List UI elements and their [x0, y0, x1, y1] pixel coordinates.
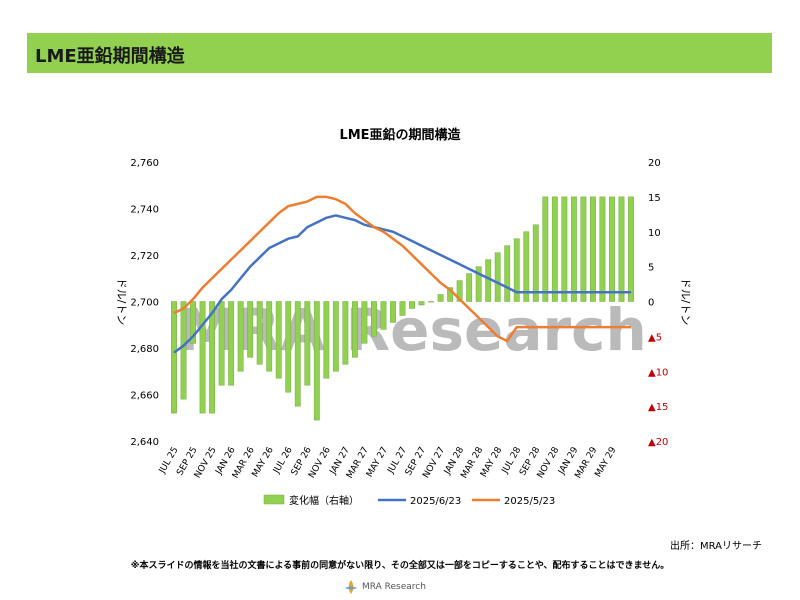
bar: [237, 301, 244, 372]
footer-logo: MRA Research: [343, 578, 426, 596]
chart-title: LME亜鉛の期間構造: [339, 127, 461, 143]
bar: [190, 301, 196, 344]
bar: [285, 301, 292, 393]
bar: [437, 294, 444, 302]
legend-swatch-change: [263, 494, 285, 505]
bar: [542, 196, 549, 302]
bar: [589, 196, 596, 302]
bar: [228, 301, 235, 386]
bar: [256, 301, 263, 365]
bar: [561, 196, 568, 302]
bar: [513, 238, 520, 302]
bar: [247, 301, 254, 358]
bar: [380, 301, 387, 330]
right-tick-label: ▲20: [648, 437, 668, 448]
bar: [323, 301, 330, 379]
right-tick-label: ▲5: [648, 332, 662, 343]
right-tick-label: ▲10: [648, 367, 668, 378]
right-axis-title: ドル/トン: [679, 278, 692, 326]
bar: [532, 224, 539, 302]
bar: [171, 301, 177, 414]
bar: [618, 196, 625, 302]
bar: [361, 301, 368, 344]
left-tick-label: 2,680: [130, 344, 159, 355]
bar: [209, 301, 216, 414]
bar: [418, 301, 425, 306]
term-structure-chart: LME亜鉛の期間構造 MRA Research 2,6402,6602,6802…: [115, 127, 692, 507]
left-tick-label: 2,700: [130, 298, 159, 309]
bar: [399, 301, 406, 316]
bar: [599, 196, 606, 302]
right-tick-label: 15: [648, 193, 661, 204]
bar: [371, 301, 377, 337]
bar: [409, 301, 415, 309]
right-tick-label: 0: [648, 298, 654, 309]
right-tick-label: 20: [648, 158, 661, 169]
bar: [447, 287, 454, 302]
left-tick-label: 2,720: [130, 251, 159, 262]
bar: [523, 231, 530, 302]
bar: [494, 252, 501, 302]
bar: [485, 259, 492, 302]
legend-label-may23: 2025/5/23: [504, 496, 555, 507]
bar: [504, 245, 511, 302]
legend-label-jun23: 2025/6/23: [410, 496, 461, 507]
left-axis-title: ドル/トン: [115, 278, 128, 326]
bar: [332, 301, 339, 372]
bar: [570, 196, 577, 302]
left-tick-label: 2,760: [130, 158, 159, 169]
bar: [180, 301, 187, 400]
right-tick-label: 10: [648, 228, 661, 239]
legend-label-change: 変化幅（右軸）: [289, 494, 359, 507]
source-note: 出所：MRAリサーチ: [669, 541, 762, 552]
series-line-jun23: [173, 214, 631, 354]
bar: [342, 301, 349, 365]
bar: [551, 196, 558, 302]
bar: [628, 196, 634, 302]
disclaimer: ※本スライドの情報を当社の文書による事前の同意がない限り、その全部又は一部をコピ…: [130, 561, 670, 571]
series-line-may23: [173, 195, 631, 343]
bar: [304, 301, 311, 386]
right-tick-label: ▲15: [648, 402, 668, 413]
bar: [199, 301, 206, 414]
bar: [351, 301, 358, 358]
left-tick-label: 2,640: [130, 437, 159, 448]
footer-logo-text: MRA Research: [362, 582, 426, 592]
header-bar: LME亜鉛期間構造: [27, 33, 772, 73]
bar: [313, 301, 320, 421]
bar: [294, 301, 301, 407]
bar: [580, 196, 587, 302]
left-tick-label: 2,660: [130, 391, 159, 402]
right-tick-label: 5: [648, 263, 654, 274]
bar: [266, 301, 273, 372]
left-tick-label: 2,740: [130, 205, 159, 216]
bar: [466, 273, 473, 302]
bar: [609, 196, 615, 302]
bar: [456, 280, 463, 302]
bar: [475, 266, 482, 302]
bar: [428, 301, 434, 303]
bar: [275, 301, 282, 379]
bar: [390, 301, 396, 323]
bar: [218, 301, 225, 386]
page-title: LME亜鉛期間構造: [35, 46, 185, 67]
mra-logo-icon: [345, 580, 357, 594]
